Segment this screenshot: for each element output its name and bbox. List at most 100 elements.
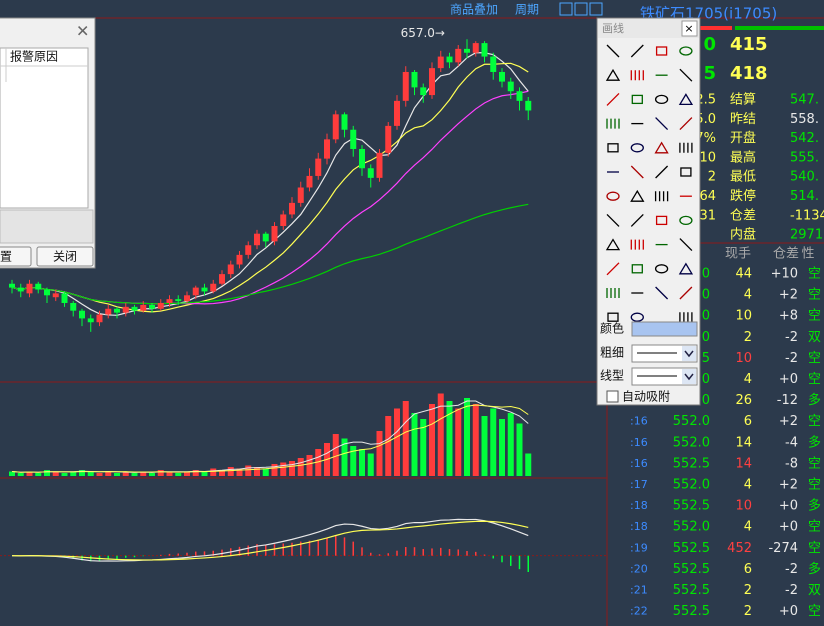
tool-icon <box>655 165 669 179</box>
candle-body <box>245 245 252 255</box>
candle-body <box>481 43 488 57</box>
volume-bar <box>192 470 199 476</box>
stat-label: 跌停 <box>730 188 756 204</box>
trade-time: :17 <box>630 478 648 491</box>
toolbar-title: 画线 <box>602 21 624 35</box>
trade-volume: 4 <box>744 478 752 493</box>
button-label: 关闭 <box>53 250 77 264</box>
candle-body <box>402 71 409 101</box>
trade-price: 552.0 <box>673 478 710 493</box>
candle-body <box>367 168 374 178</box>
bid-ask-price: 418 <box>730 63 768 84</box>
candle-body <box>315 158 322 176</box>
tool-icon <box>607 143 619 153</box>
trade-oi: -2 <box>785 330 798 345</box>
tool-icon <box>606 213 620 227</box>
candle-body <box>227 264 234 275</box>
candle-body <box>490 56 497 72</box>
bid-ask-left: 0 <box>703 34 716 55</box>
icon-button[interactable] <box>589 2 603 16</box>
candle-body <box>131 306 138 311</box>
tool-icon <box>679 68 693 82</box>
tool-icon <box>655 46 668 56</box>
stat-value: 540. <box>790 170 819 185</box>
stat-label: 内盘 <box>730 227 756 243</box>
trade-nature: 空 <box>808 288 821 303</box>
close-button[interactable] <box>36 246 94 267</box>
volume-bar <box>394 408 400 476</box>
trade-time: :18 <box>630 499 648 512</box>
trade-price: 552.5 <box>673 456 710 471</box>
dialog-strip <box>0 209 94 244</box>
candle-body <box>350 129 357 149</box>
stat-left: 10 <box>699 150 716 165</box>
volume-bar <box>481 416 488 476</box>
volume-bar <box>210 468 217 476</box>
stat-label: 开盘 <box>730 130 756 146</box>
volume-bar <box>96 473 103 476</box>
toolbar-close-x: × <box>684 22 693 35</box>
trade-time: :20 <box>630 562 648 575</box>
candle-body <box>411 71 418 88</box>
candle-body <box>9 283 15 288</box>
trade-nature: 空 <box>808 414 821 429</box>
candle-body <box>359 148 365 169</box>
tool-icon <box>630 165 644 179</box>
dialog-close[interactable]: ✕ <box>76 22 89 41</box>
tool-icon <box>606 92 620 106</box>
trade-oi: -2 <box>785 562 798 577</box>
trade-price: 552.5 <box>673 541 710 556</box>
candle-body <box>26 283 33 294</box>
trade-nature: 多 <box>808 434 821 450</box>
trade-oi: +0 <box>779 520 798 535</box>
button[interactable] <box>0 246 32 267</box>
trade-oi: +0 <box>779 499 798 514</box>
menu-overlay[interactable]: 商品叠加 <box>450 2 498 17</box>
trade-volume: 10 <box>735 309 752 324</box>
trade-header: 现手 <box>725 247 751 262</box>
icon-button[interactable] <box>574 2 588 16</box>
checkbox[interactable] <box>606 390 619 403</box>
column-header: 报警原因 <box>10 49 58 64</box>
trade-oi: -2 <box>785 583 798 598</box>
alert-dialog: ✕ 报警原因 置 关闭 <box>0 17 96 269</box>
tool-icon <box>679 215 693 226</box>
tool-icon <box>606 44 620 58</box>
toolbar-close[interactable] <box>681 20 698 37</box>
trade-oi: +0 <box>779 604 798 619</box>
trade-oi: -4 <box>785 435 798 450</box>
trade-oi: +2 <box>779 414 798 429</box>
stat-label: 昨结 <box>730 112 756 127</box>
tool-icon <box>678 93 694 106</box>
tool-icon <box>630 70 644 81</box>
volume-bar <box>385 416 392 476</box>
toolbar-frame <box>596 17 701 406</box>
volume-bar <box>236 468 243 476</box>
candle-body <box>61 293 68 303</box>
volume-bar <box>429 404 435 476</box>
stat-value: 558. <box>790 112 819 127</box>
volume-bar <box>122 471 129 476</box>
color-swatch[interactable] <box>631 321 698 337</box>
snap-label: 自动吸附 <box>622 390 670 404</box>
volume-bar <box>175 473 182 476</box>
tool-icon <box>678 262 694 275</box>
trade-oi: -274 <box>768 541 798 556</box>
candle-body <box>446 56 453 63</box>
trade-oi: -8 <box>785 456 798 471</box>
trade-price: 552.5 <box>673 583 710 598</box>
candle-body <box>149 304 155 309</box>
candle-body <box>516 91 523 101</box>
menu-period[interactable]: 周期 <box>515 3 539 17</box>
trade-volume: 10 <box>735 351 752 366</box>
candle-body <box>385 125 392 153</box>
candle-body <box>507 81 514 92</box>
candle-body <box>420 87 427 96</box>
icon-button[interactable] <box>559 2 573 16</box>
stat-value: 542. <box>790 131 819 146</box>
tool-icon <box>654 191 669 202</box>
candle-body <box>332 114 339 140</box>
trade-oi: +10 <box>771 267 798 282</box>
trade-price: 552.0 <box>673 414 710 429</box>
